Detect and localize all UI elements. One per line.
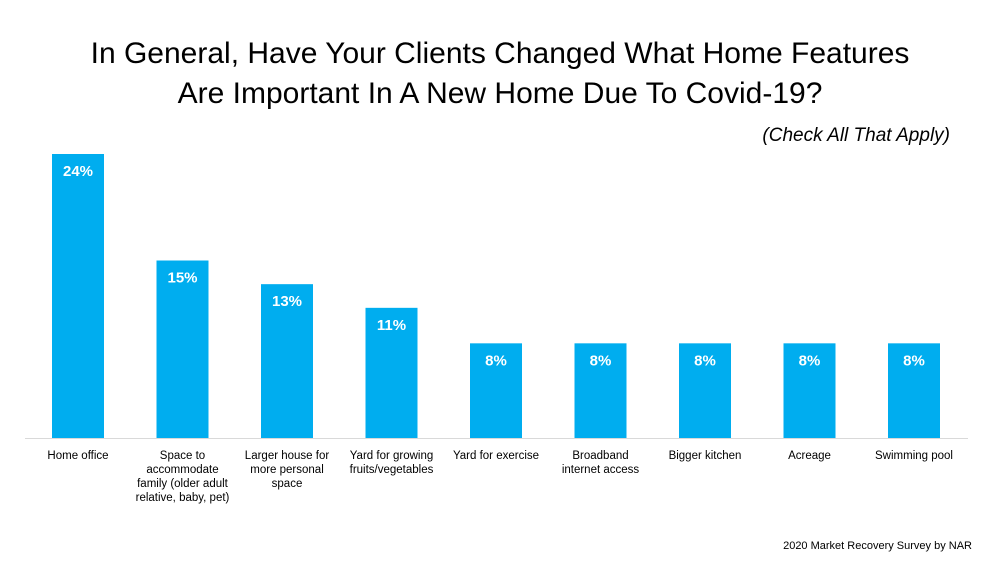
chart-title-line-2: Are Important In A New Home Due To Covid…	[177, 77, 823, 110]
category-label: Yard for growing fruits/vegetables	[350, 450, 434, 476]
category-label: Space to accommodate family (older adult re…	[136, 450, 230, 504]
bar-value-label: 15%	[167, 270, 197, 287]
category-label: Bigger kitchen	[669, 450, 742, 462]
bar-value-label: 13%	[272, 293, 302, 310]
bar-value-label: 8%	[694, 352, 716, 369]
category-label: Home office	[47, 450, 108, 462]
bar	[574, 343, 627, 438]
bar-value-label: 8%	[903, 352, 925, 369]
bar	[783, 343, 836, 438]
bar-value-label: 11%	[377, 317, 406, 334]
category-label: Larger house for more personal space	[245, 450, 330, 490]
bar-value-label: 8%	[485, 352, 507, 369]
category-label: Broadband internet access	[562, 450, 640, 476]
bar	[156, 260, 209, 438]
source-note: 2020 Market Recovery Survey by NAR	[783, 540, 972, 552]
category-label: Acreage	[788, 450, 831, 462]
bar	[888, 343, 940, 438]
chart-subtitle: (Check All That Apply)	[762, 125, 950, 146]
bar	[52, 154, 104, 438]
chart-title-line-1: In General, Have Your Clients Changed Wh…	[90, 37, 910, 70]
bar	[261, 284, 313, 438]
bar-value-label: 8%	[590, 352, 612, 369]
chart-title: In General, Have Your Clients Changed Wh…	[0, 34, 1000, 114]
category-label: Swimming pool	[875, 450, 953, 462]
bar	[470, 343, 522, 438]
bar	[365, 307, 418, 438]
bar-value-label: 24%	[63, 163, 93, 180]
bar-value-label: 8%	[799, 352, 821, 369]
bar	[679, 343, 731, 438]
category-label: Yard for exercise	[453, 450, 539, 462]
